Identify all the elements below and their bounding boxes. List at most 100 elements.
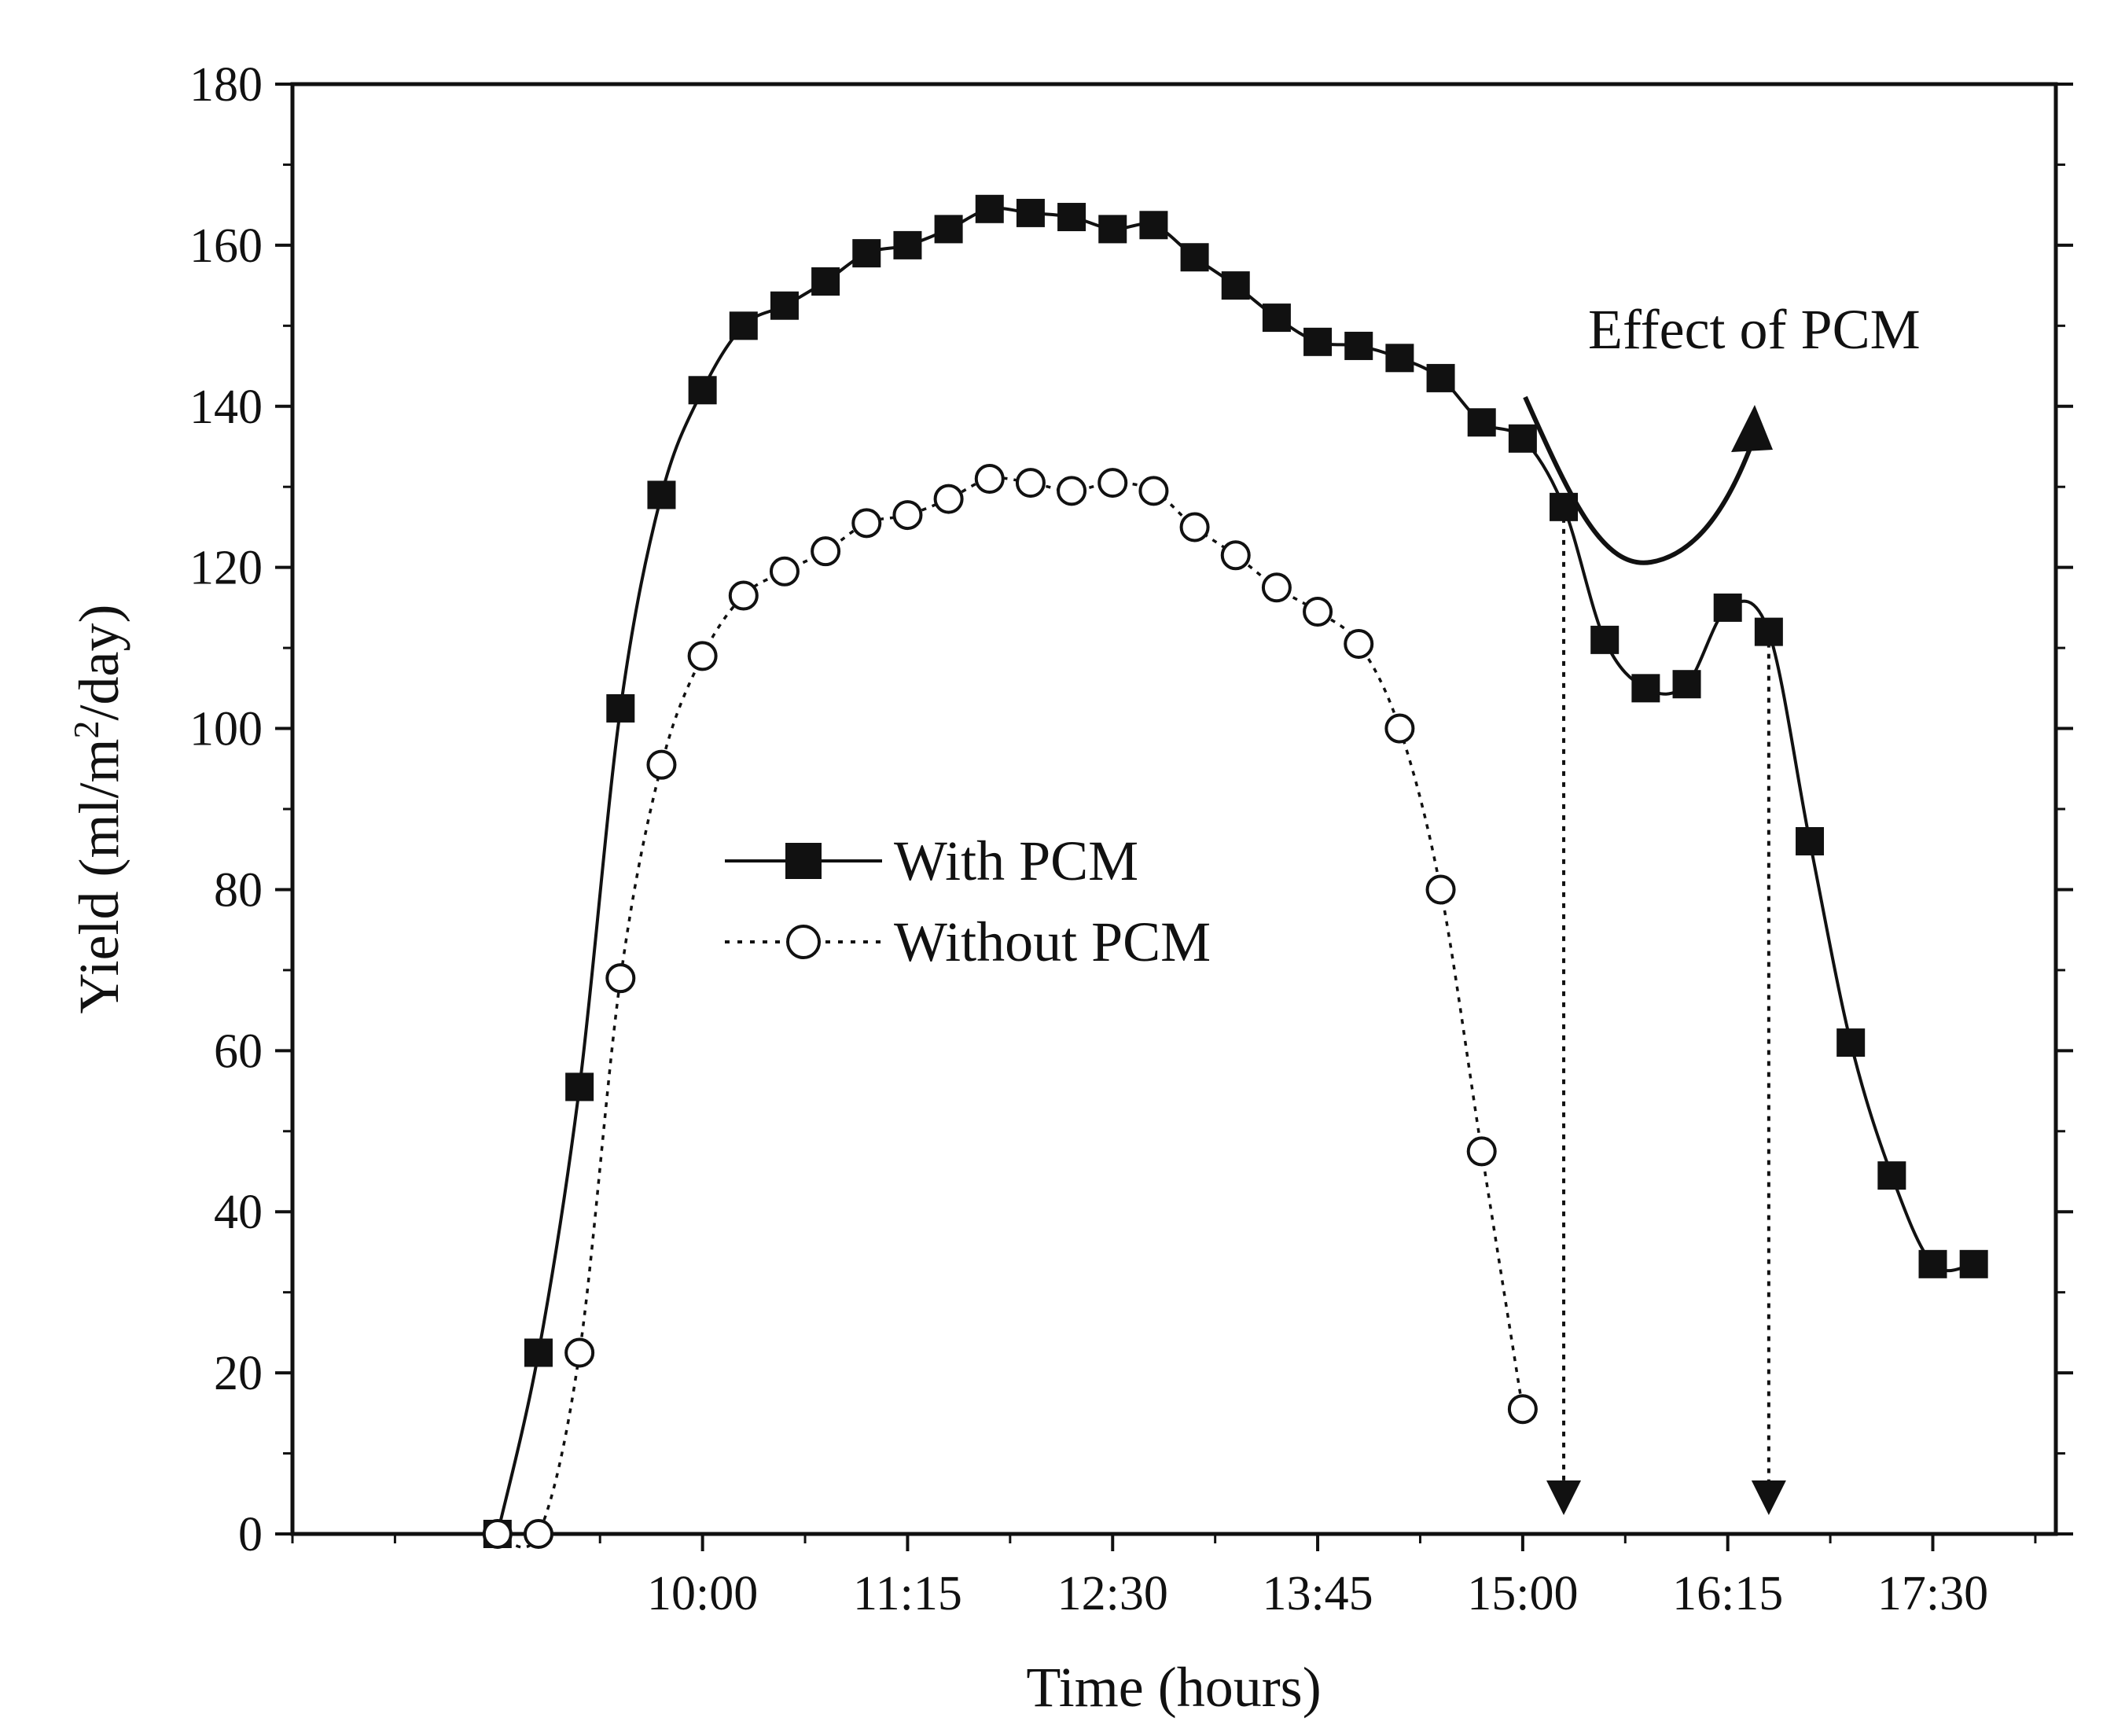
marker-with-pcm: [975, 194, 1004, 223]
marker-without-pcm: [1015, 468, 1046, 498]
marker-without-pcm: [523, 1519, 553, 1549]
marker-without-pcm: [769, 556, 800, 587]
y-tick-label: 120: [189, 542, 263, 595]
y-tick-label: 100: [189, 703, 263, 756]
marker-without-pcm: [1303, 597, 1333, 627]
marker-without-pcm: [1344, 628, 1374, 659]
marker-without-pcm: [892, 500, 923, 531]
axes: 0 20 40 60 80 100 120 140 160 180 10:00 11:15 12:30 1…: [189, 58, 2073, 1620]
x-tick-label: 13:45: [1262, 1567, 1373, 1620]
marker-with-pcm: [1180, 243, 1209, 272]
y-tick-label: 40: [214, 1186, 263, 1239]
marker-without-pcm: [728, 580, 759, 611]
marker-without-pcm: [1057, 476, 1087, 506]
x-tick-label: 12:30: [1057, 1567, 1168, 1620]
x-tick-label: 17:30: [1877, 1567, 1988, 1620]
drop-arrowhead: [1546, 1480, 1582, 1515]
marker-with-pcm: [893, 230, 922, 259]
marker-with-pcm: [688, 376, 717, 405]
marker-with-pcm: [1590, 625, 1620, 654]
x-tick-label: 15:00: [1467, 1567, 1578, 1620]
marker-without-pcm: [605, 963, 636, 994]
marker-with-pcm: [524, 1338, 553, 1367]
marker-with-pcm: [1796, 826, 1825, 855]
legend-label-with-pcm: With PCM: [894, 829, 1138, 892]
y-tick-label: 180: [189, 58, 263, 112]
marker-without-pcm: [1384, 713, 1415, 744]
y-axis-label-tail: /day): [68, 605, 131, 721]
pcm-effect-annotation: Effect of PCM: [1523, 298, 1921, 565]
marker-with-pcm: [770, 291, 799, 320]
legend: With PCM Without PCM: [725, 829, 1211, 973]
marker-with-pcm: [1262, 303, 1291, 333]
y-axis-label-sup: 2: [66, 720, 106, 738]
marker-with-pcm: [1836, 1028, 1866, 1057]
x-tick-label: 11:15: [853, 1567, 962, 1620]
pcm-effect-arrowhead: [1731, 405, 1773, 452]
marker-with-pcm: [811, 267, 840, 296]
y-tick-label: 60: [214, 1024, 263, 1078]
marker-with-pcm: [1139, 211, 1168, 240]
marker-with-pcm: [1426, 363, 1455, 392]
marker-with-pcm: [1918, 1249, 1947, 1278]
marker-with-pcm: [1303, 327, 1333, 356]
marker-without-pcm: [1220, 540, 1251, 571]
legend-label-without-pcm: Without PCM: [894, 910, 1211, 973]
x-axis-label: Time (hours): [1026, 1656, 1321, 1719]
y-tick-label: 80: [214, 863, 263, 917]
y-tick-label: 140: [189, 381, 263, 434]
marker-without-pcm: [646, 749, 677, 780]
marker-with-pcm: [1672, 670, 1701, 699]
pcm-effect-curved-arrow: [1523, 395, 1756, 565]
marker-with-pcm: [606, 693, 635, 723]
x-tick-label: 16:15: [1672, 1567, 1783, 1620]
marker-without-pcm: [1261, 572, 1292, 603]
marker-with-pcm: [1385, 344, 1414, 373]
series-line-with-pcm: [495, 206, 1974, 1535]
marker-with-pcm: [934, 215, 963, 244]
marker-with-pcm: [729, 311, 758, 340]
marker-without-pcm: [1138, 476, 1169, 506]
pcm-effect-label: Effect of PCM: [1588, 298, 1921, 361]
marker-without-pcm: [1425, 874, 1456, 905]
x-tick-label: 10:00: [647, 1567, 758, 1620]
marker-with-pcm: [1713, 593, 1742, 622]
marker-without-pcm: [851, 508, 882, 539]
marker-with-pcm: [1344, 331, 1373, 360]
marker-without-pcm: [564, 1337, 595, 1368]
marker-with-pcm: [852, 239, 881, 268]
marker-with-pcm: [1754, 617, 1783, 646]
marker-with-pcm: [1016, 198, 1045, 227]
marker-with-pcm: [647, 480, 676, 509]
drop-arrowhead: [1751, 1480, 1786, 1515]
marker-with-pcm: [1959, 1249, 1988, 1278]
marker-without-pcm: [974, 463, 1005, 494]
y-tick-label: 160: [189, 219, 263, 273]
marker-with-pcm: [1877, 1161, 1906, 1190]
series-lines: [495, 206, 1974, 1549]
y-tick-label: 0: [238, 1508, 263, 1561]
marker-with-pcm: [1467, 408, 1496, 437]
marker-without-pcm: [1097, 468, 1128, 498]
marker-without-pcm: [1179, 512, 1210, 542]
marker-without-pcm: [811, 536, 841, 567]
marker-with-pcm: [1508, 424, 1537, 453]
marker-without-pcm: [933, 484, 964, 514]
marker-with-pcm: [1631, 674, 1660, 703]
marker-with-pcm: [1057, 203, 1086, 232]
marker-without-pcm: [1466, 1136, 1497, 1167]
legend-marker-with-pcm: [785, 843, 822, 879]
marker-without-pcm: [482, 1519, 513, 1549]
y-axis-label: Yield (ml/m2/day): [66, 605, 131, 1014]
y-tick-label: 20: [214, 1347, 263, 1400]
legend-marker-without-pcm: [786, 925, 821, 959]
marker-with-pcm: [1098, 215, 1127, 244]
y-axis-label-main: Yield (ml/m: [68, 738, 131, 1013]
marker-without-pcm: [687, 641, 718, 671]
marker-without-pcm: [1507, 1394, 1538, 1425]
marker-with-pcm: [1221, 271, 1250, 300]
marker-with-pcm: [565, 1072, 594, 1102]
series-markers: [482, 194, 1988, 1549]
drop-lines: [1546, 506, 1786, 1515]
